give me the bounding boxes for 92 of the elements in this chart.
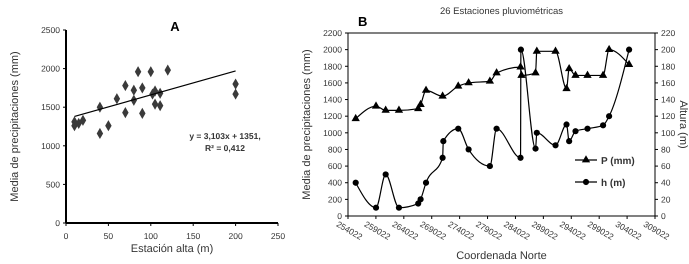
- point: [372, 101, 380, 109]
- point: [626, 46, 632, 53]
- y2-tick-label: 120: [661, 111, 676, 122]
- y-axis-title: Media de precipitaciones (mm): [301, 49, 313, 200]
- x-tick-label: 150: [186, 231, 201, 241]
- y-tick-label: 1600: [323, 78, 342, 88]
- y2-tick-label: 180: [661, 61, 676, 72]
- point: [531, 68, 540, 76]
- point: [382, 171, 389, 178]
- point: [572, 128, 579, 134]
- legend-label: h (m): [601, 178, 626, 189]
- point: [486, 163, 493, 170]
- x-tick-label: 200: [228, 231, 243, 241]
- y2-tick-label: 160: [661, 78, 676, 88]
- point: [394, 106, 404, 113]
- y-tick-label: 2000: [323, 44, 342, 55]
- point: [372, 204, 380, 211]
- x-tick-label: 0: [64, 231, 69, 241]
- point: [438, 91, 447, 99]
- annotation: R² = 0,412: [205, 143, 246, 153]
- point: [566, 138, 572, 144]
- point: [532, 146, 539, 152]
- point: [440, 138, 446, 144]
- point: [624, 60, 634, 68]
- y2-tick-label: 40: [661, 178, 671, 188]
- chart-title: 26 Estaciones pluviométricas: [440, 6, 564, 17]
- point: [464, 78, 473, 86]
- x-tick-label: 100: [144, 231, 158, 241]
- point: [598, 70, 608, 78]
- y-tick-label: 1800: [323, 61, 342, 72]
- y2-tick-label: 140: [661, 94, 676, 105]
- y-tick-label: 1000: [41, 140, 60, 151]
- point: [552, 142, 559, 148]
- point: [454, 81, 462, 89]
- x-tick-label: 250: [270, 231, 286, 241]
- point: [396, 204, 402, 211]
- point: [563, 121, 570, 128]
- legend-label: P (mm): [601, 156, 635, 167]
- y-tick-label: 1200: [323, 111, 342, 122]
- y-tick-label: 400: [328, 178, 342, 188]
- y-tick-label: 0: [337, 211, 342, 221]
- y2-tick-label: 60: [661, 161, 671, 172]
- y2-tick-label: 20: [661, 194, 671, 204]
- y-tick-label: 800: [328, 144, 342, 154]
- chart-title: A: [170, 19, 180, 34]
- y-tick-label: 2200: [323, 28, 342, 38]
- x-axis-title: Estación alta (m): [130, 243, 214, 255]
- point: [583, 70, 592, 78]
- point: [534, 130, 540, 136]
- point: [517, 154, 524, 161]
- point: [493, 126, 500, 132]
- x-axis-title: Coordenada Norte: [456, 250, 547, 262]
- annotation: y = 3,103x + 1351,: [189, 131, 261, 141]
- point: [584, 126, 591, 132]
- point: [562, 84, 571, 92]
- point: [492, 68, 501, 76]
- y2-tick-label: 0: [661, 211, 666, 221]
- y2-axis-title: Altura (m): [677, 100, 689, 149]
- y-axis-title: Media de precipitaciones (mm): [9, 51, 21, 202]
- x-tick-label: 50: [104, 231, 114, 241]
- point: [486, 76, 494, 84]
- point: [440, 154, 446, 161]
- point: [352, 180, 359, 186]
- y-tick-label: 500: [46, 179, 60, 190]
- y-tick-label: 200: [328, 194, 342, 204]
- point: [382, 106, 390, 113]
- y-tick-label: 1000: [323, 128, 342, 138]
- point: [416, 100, 425, 107]
- text: B: [358, 14, 368, 29]
- y2-tick-label: 220: [661, 28, 676, 38]
- y-tick-label: 1400: [323, 94, 342, 105]
- point: [604, 44, 614, 52]
- y2-tick-label: 80: [661, 144, 671, 154]
- point: [422, 180, 430, 186]
- point: [466, 146, 472, 153]
- point: [422, 86, 430, 93]
- point: [571, 70, 580, 78]
- point: [352, 114, 360, 122]
- point: [606, 113, 612, 120]
- point: [418, 196, 424, 202]
- y-tick-label: 600: [328, 161, 342, 172]
- point: [600, 122, 606, 128]
- point: [551, 46, 560, 54]
- point: [532, 46, 541, 54]
- y-tick-label: 2000: [41, 64, 60, 74]
- y2-tick-label: 100: [661, 128, 676, 138]
- y2-tick-label: 200: [661, 44, 676, 55]
- point: [518, 46, 524, 53]
- y-tick-label: 1500: [41, 102, 60, 112]
- point: [564, 64, 574, 72]
- point: [455, 126, 462, 132]
- y-tick-label: 2500: [41, 25, 60, 35]
